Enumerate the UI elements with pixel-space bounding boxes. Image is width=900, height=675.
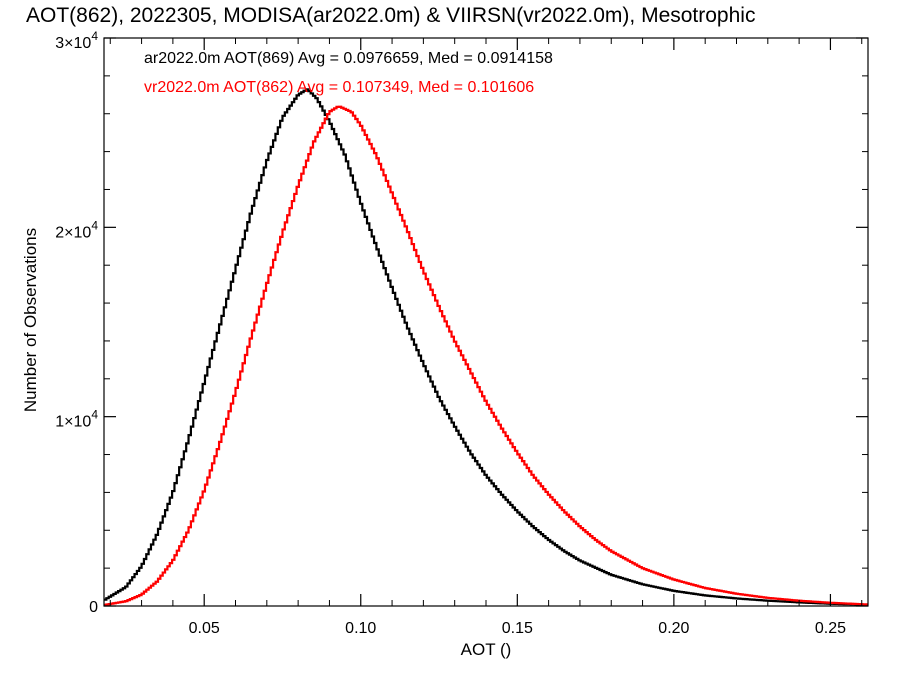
x-tick-label: 0.25 — [815, 620, 846, 637]
legend-entry-ar2022: ar2022.0m AOT(869) Avg = 0.0976659, Med … — [144, 50, 553, 67]
series-line-ar2022 — [104, 88, 869, 606]
legend-entry-vr2022: vr2022.0m AOT(862) Avg = 0.107349, Med =… — [144, 79, 534, 96]
x-tick-label: 0.10 — [345, 620, 376, 637]
plot-area — [103, 37, 869, 607]
y-tick-label: 0 — [89, 599, 98, 616]
x-axis-label: AOT () — [461, 640, 512, 659]
y-tick-label: 3×104 — [55, 29, 98, 52]
y-tick-label: 2×104 — [55, 218, 98, 241]
x-tick-label: 0.05 — [189, 620, 220, 637]
chart-title: AOT(862), 2022305, MODISA(ar2022.0m) & V… — [26, 4, 755, 27]
x-tick-label: 0.20 — [658, 620, 689, 637]
y-axis-label: Number of Observations — [21, 228, 40, 412]
plot-frame — [103, 37, 869, 607]
y-tick-label: 1×104 — [55, 408, 98, 431]
x-tick-label: 0.15 — [502, 620, 533, 637]
series-line-vr2022 — [104, 105, 869, 606]
y-axis: 0 1×104 2×104 3×104 — [55, 29, 868, 616]
x-axis: 0.05 0.10 0.15 0.20 0.25 — [109, 38, 863, 637]
